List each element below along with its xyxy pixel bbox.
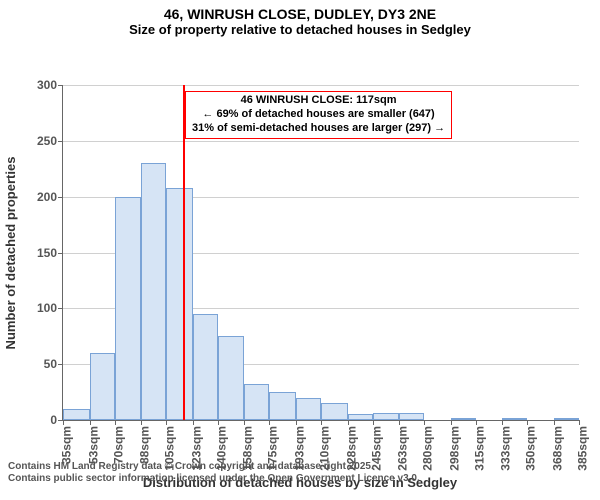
x-tick-label: 333sqm	[499, 426, 513, 471]
histogram-bar	[321, 403, 348, 420]
x-tick	[90, 420, 91, 425]
gridline	[63, 141, 579, 142]
x-tick	[451, 420, 452, 425]
x-tick	[296, 420, 297, 425]
x-tick	[115, 420, 116, 425]
callout-line: 46 WINRUSH CLOSE: 117sqm	[192, 94, 445, 108]
x-tick-label: 315sqm	[472, 426, 486, 471]
x-tick	[527, 420, 528, 425]
x-tick	[399, 420, 400, 425]
x-tick	[554, 420, 555, 425]
title-line-1: 46, WINRUSH CLOSE, DUDLEY, DY3 2NE	[0, 6, 600, 22]
y-tick-label: 150	[37, 246, 63, 260]
histogram-bar	[218, 336, 245, 420]
plot-area: 05010015020025030035sqm53sqm70sqm88sqm10…	[62, 85, 579, 421]
histogram-bar	[193, 314, 218, 420]
x-tick	[321, 420, 322, 425]
y-tick-label: 0	[50, 413, 63, 427]
x-tick-label: 298sqm	[447, 426, 461, 471]
histogram-bar	[399, 413, 424, 420]
x-tick-label: 280sqm	[421, 426, 435, 471]
histogram-bar	[63, 409, 90, 420]
y-tick-label: 100	[37, 301, 63, 315]
callout-box: 46 WINRUSH CLOSE: 117sqm← 69% of detache…	[185, 91, 452, 139]
x-tick	[141, 420, 142, 425]
callout-line: 31% of semi-detached houses are larger (…	[192, 122, 445, 136]
histogram-bar	[141, 163, 166, 420]
histogram-bar	[244, 384, 269, 420]
x-tick	[218, 420, 219, 425]
histogram-bar	[166, 188, 193, 420]
callout-line: ← 69% of detached houses are smaller (64…	[192, 108, 445, 122]
y-tick-label: 300	[37, 78, 63, 92]
y-axis-label: Number of detached properties	[3, 156, 18, 349]
histogram-bar	[348, 414, 373, 420]
histogram-bar	[451, 418, 476, 420]
x-tick-label: 53sqm	[86, 426, 100, 464]
histogram-bar	[502, 418, 527, 420]
x-tick	[373, 420, 374, 425]
x-tick	[166, 420, 167, 425]
x-tick-label: 70sqm	[111, 426, 125, 464]
x-tick	[193, 420, 194, 425]
x-tick	[269, 420, 270, 425]
histogram-bar	[296, 398, 321, 420]
x-tick-label: 350sqm	[524, 426, 538, 471]
y-tick-label: 50	[44, 357, 63, 371]
histogram-bar	[269, 392, 296, 420]
attribution-footer: Contains HM Land Registry data © Crown c…	[8, 461, 420, 485]
x-tick	[579, 420, 580, 425]
x-tick	[476, 420, 477, 425]
x-tick	[348, 420, 349, 425]
gridline	[63, 85, 579, 86]
footer-line-1: Contains HM Land Registry data © Crown c…	[8, 461, 420, 473]
footer-line-2: Contains public sector information licen…	[8, 473, 420, 485]
histogram-bar	[90, 353, 115, 420]
x-tick-label: 385sqm	[575, 426, 589, 471]
x-tick	[244, 420, 245, 425]
y-tick-label: 200	[37, 190, 63, 204]
chart-title: 46, WINRUSH CLOSE, DUDLEY, DY3 2NE Size …	[0, 0, 600, 37]
x-tick-label: 88sqm	[138, 426, 152, 464]
x-tick-label: 368sqm	[550, 426, 564, 471]
y-tick-label: 250	[37, 134, 63, 148]
histogram-bar	[115, 197, 142, 420]
x-tick	[424, 420, 425, 425]
histogram-bar	[554, 418, 579, 420]
histogram-bar	[373, 413, 400, 420]
x-tick	[63, 420, 64, 425]
x-tick-label: 35sqm	[59, 426, 73, 464]
title-line-2: Size of property relative to detached ho…	[0, 22, 600, 37]
x-tick	[502, 420, 503, 425]
